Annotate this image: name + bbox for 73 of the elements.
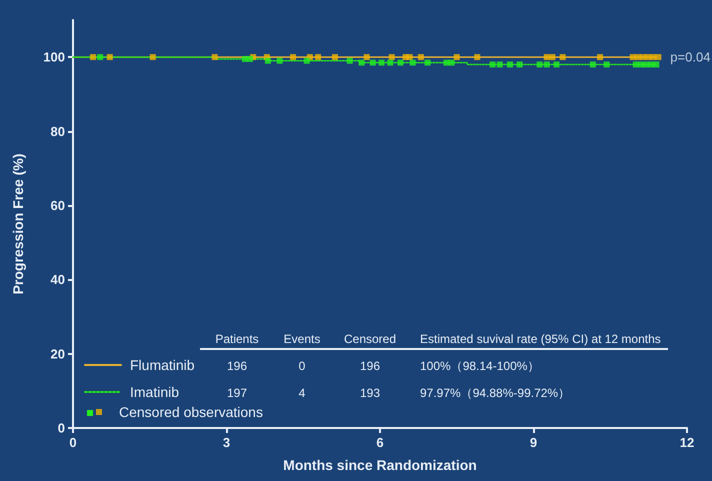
annotation: 97.97%（94.88%-99.72%） (420, 386, 570, 400)
annotation: Patients (215, 332, 259, 346)
point (410, 60, 416, 66)
point (97, 54, 104, 60)
y-tick-label: 60 (50, 198, 65, 213)
annotation: 193 (360, 386, 380, 400)
point (560, 54, 566, 60)
point (549, 54, 556, 60)
annotation: 4 (298, 386, 306, 400)
point (418, 54, 424, 60)
point (358, 60, 365, 66)
legend-label: Imatinib (130, 384, 180, 400)
point (650, 54, 656, 60)
point (212, 54, 218, 60)
point (370, 60, 376, 66)
point (332, 54, 338, 60)
point (597, 54, 604, 60)
point (290, 54, 296, 60)
y-tick-label: 20 (50, 346, 65, 362)
point (315, 54, 322, 60)
x-axis-title: Months since Randomization (283, 457, 477, 473)
x-tick-label: 12 (680, 435, 694, 450)
y-axis-title: Progression Free (%) (10, 154, 26, 294)
y-tick-label: 0 (58, 420, 65, 436)
point (655, 54, 662, 60)
legend-label: Flumatinib (130, 357, 195, 373)
y-tick-label: 40 (50, 272, 65, 288)
annotation: Events (284, 332, 320, 346)
point (106, 54, 113, 60)
point (516, 62, 523, 68)
point (247, 56, 254, 62)
point (648, 62, 654, 68)
point (264, 58, 271, 64)
point (397, 60, 404, 66)
point (496, 62, 503, 68)
point (364, 54, 370, 60)
point (536, 62, 543, 68)
x-tick-label: 0 (69, 435, 77, 450)
point (544, 62, 550, 68)
annotation: 196 (360, 359, 380, 373)
point (150, 54, 156, 60)
point (388, 54, 395, 60)
point (544, 54, 550, 60)
annotation: Estimated suvival rate (95% CI) at 12 months (420, 332, 661, 346)
point (378, 60, 385, 66)
point (490, 62, 496, 68)
point (90, 54, 96, 60)
point (653, 62, 660, 68)
point (590, 62, 596, 68)
annotation: Censored (344, 332, 396, 346)
point (554, 62, 560, 68)
x-tick-label: 6 (376, 435, 384, 450)
annotation: 197 (226, 386, 248, 400)
point (387, 60, 394, 66)
point (304, 58, 310, 64)
x-tick-label: 9 (530, 435, 538, 450)
point (276, 58, 283, 64)
point (406, 54, 413, 60)
point (454, 54, 460, 60)
point (424, 60, 431, 66)
annotation: 0 (298, 359, 306, 373)
annotation: 196 (226, 359, 248, 373)
point (604, 62, 610, 68)
legend-label: Censored observations (119, 404, 263, 420)
x-tick-label: 3 (222, 435, 230, 450)
point (506, 62, 513, 68)
y-tick-label: 100 (43, 50, 65, 65)
annotation: p=0.04 (670, 50, 710, 65)
point (346, 58, 353, 64)
annotation: 100%（98.14-100%） (420, 359, 540, 373)
y-tick-label: 80 (50, 124, 65, 139)
point (448, 60, 455, 66)
point (474, 54, 480, 60)
